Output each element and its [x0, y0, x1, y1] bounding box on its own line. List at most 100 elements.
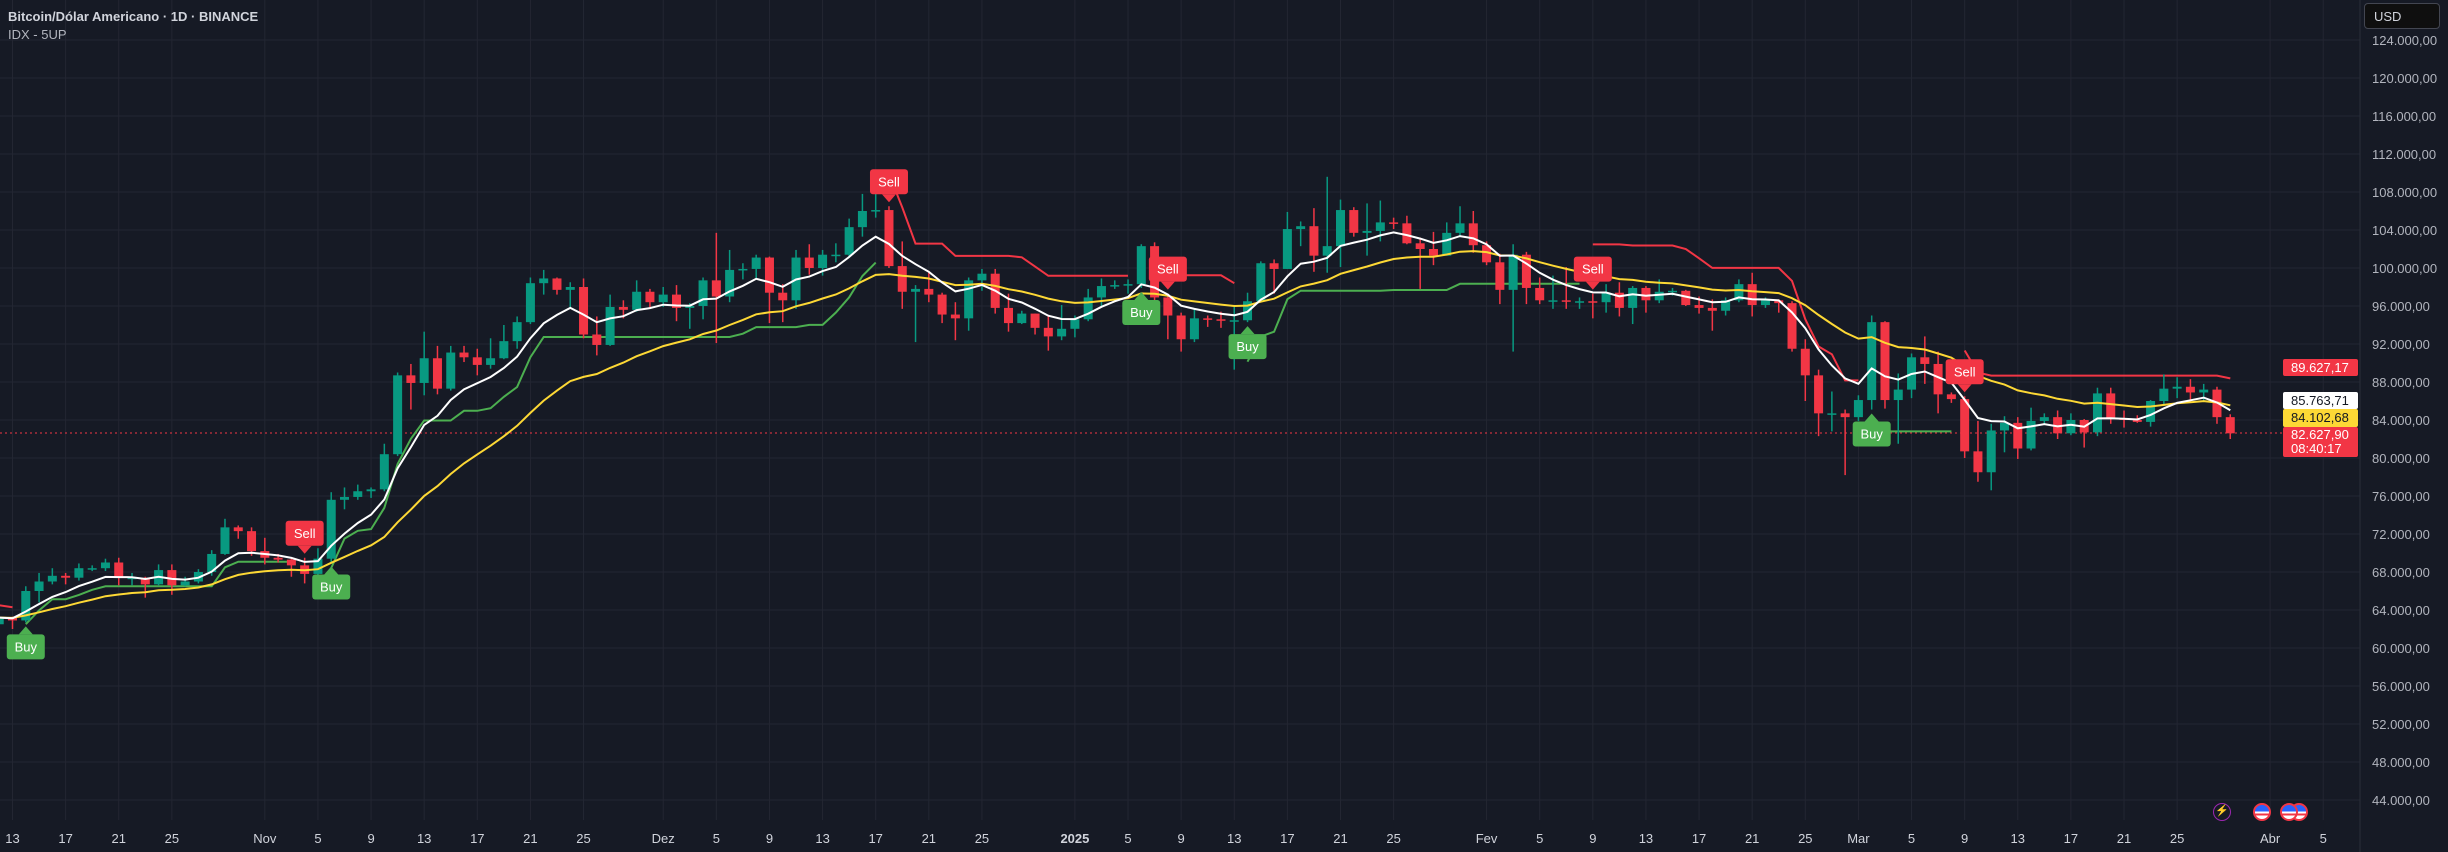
candle[interactable]	[1986, 423, 1996, 491]
candle[interactable]	[1614, 282, 1624, 317]
candle[interactable]	[1787, 301, 1797, 352]
candle[interactable]	[127, 572, 137, 586]
candle[interactable]	[685, 303, 695, 329]
candle[interactable]	[658, 287, 668, 307]
candle[interactable]	[1468, 211, 1478, 253]
candle[interactable]	[1933, 351, 1943, 414]
candle[interactable]	[645, 288, 655, 309]
candle[interactable]	[1960, 396, 1970, 458]
candle[interactable]	[34, 572, 44, 603]
candle[interactable]	[1163, 293, 1173, 340]
candle[interactable]	[1840, 409, 1850, 476]
candle[interactable]	[180, 576, 190, 587]
candle[interactable]	[419, 331, 429, 396]
candle[interactable]	[1415, 237, 1425, 289]
candle[interactable]	[2146, 400, 2156, 427]
candle[interactable]	[831, 243, 841, 263]
candle[interactable]	[366, 487, 376, 498]
currency-button[interactable]: USD	[2364, 3, 2440, 29]
candle[interactable]	[512, 316, 522, 349]
candle[interactable]	[1269, 259, 1279, 294]
candle[interactable]	[1681, 289, 1691, 306]
candle[interactable]	[552, 277, 562, 295]
candle[interactable]	[0, 616, 4, 626]
candle[interactable]	[950, 302, 960, 341]
candle[interactable]	[74, 563, 84, 581]
candle[interactable]	[884, 206, 894, 268]
candle[interactable]	[725, 249, 735, 303]
candle[interactable]	[1721, 297, 1731, 316]
candle[interactable]	[1800, 339, 1810, 401]
candle[interactable]	[233, 525, 243, 539]
candle[interactable]	[393, 372, 403, 457]
candle[interactable]	[1083, 288, 1093, 322]
candle[interactable]	[446, 345, 456, 391]
candle[interactable]	[857, 193, 867, 237]
candle[interactable]	[1017, 310, 1027, 325]
candle[interactable]	[472, 348, 482, 376]
candle[interactable]	[499, 325, 509, 360]
candle[interactable]	[1243, 292, 1253, 323]
candle[interactable]	[220, 518, 230, 555]
candle[interactable]	[2053, 410, 2063, 440]
candle[interactable]	[2092, 387, 2102, 437]
candle[interactable]	[1030, 313, 1040, 335]
candle[interactable]	[632, 280, 642, 312]
candle[interactable]	[1707, 299, 1717, 331]
candle[interactable]	[1296, 221, 1306, 247]
candle[interactable]	[486, 338, 496, 369]
candle[interactable]	[1853, 395, 1863, 421]
candle[interactable]	[1402, 215, 1412, 245]
candle[interactable]	[751, 254, 761, 280]
candle[interactable]	[579, 278, 589, 339]
candle[interactable]	[1004, 293, 1013, 332]
candle[interactable]	[432, 345, 442, 395]
candle[interactable]	[1946, 392, 1956, 403]
candle[interactable]	[114, 557, 124, 586]
candle[interactable]	[1176, 312, 1186, 352]
candle[interactable]	[326, 492, 336, 563]
candle[interactable]	[911, 285, 921, 343]
candle[interactable]	[247, 527, 257, 556]
candle[interactable]	[2026, 407, 2036, 451]
candle[interactable]	[1349, 207, 1359, 237]
candle[interactable]	[964, 277, 974, 331]
candle[interactable]	[379, 443, 389, 492]
candle[interactable]	[1136, 244, 1146, 288]
lightning-icon[interactable]: ⚡	[2213, 803, 2231, 821]
candle[interactable]	[1336, 199, 1345, 268]
candle[interactable]	[1389, 217, 1399, 230]
candle[interactable]	[313, 548, 323, 577]
candle[interactable]	[260, 537, 270, 565]
candle[interactable]	[1973, 420, 1983, 482]
candle[interactable]	[1362, 203, 1372, 256]
candle[interactable]	[1057, 305, 1067, 341]
candle[interactable]	[778, 284, 788, 323]
candle[interactable]	[87, 565, 97, 572]
candle[interactable]	[353, 484, 363, 500]
candle[interactable]	[2172, 377, 2182, 399]
candle[interactable]	[1521, 251, 1531, 305]
candle[interactable]	[1043, 315, 1053, 351]
candle[interactable]	[2039, 413, 2049, 424]
candle[interactable]	[1455, 206, 1465, 237]
candle[interactable]	[1588, 293, 1598, 319]
candle[interactable]	[2225, 414, 2235, 439]
candle[interactable]	[340, 487, 349, 510]
candle[interactable]	[47, 568, 57, 585]
candle[interactable]	[2199, 383, 2209, 402]
candle[interactable]	[804, 244, 814, 275]
candle[interactable]	[738, 263, 748, 280]
candle[interactable]	[1428, 231, 1438, 266]
candle[interactable]	[844, 218, 854, 257]
candle[interactable]	[565, 282, 575, 308]
candle[interactable]	[1535, 277, 1545, 305]
candle[interactable]	[100, 558, 110, 572]
candle[interactable]	[140, 576, 150, 598]
candle[interactable]	[1641, 286, 1651, 313]
candle[interactable]	[1814, 369, 1824, 437]
candle[interactable]	[1110, 280, 1120, 289]
candle[interactable]	[539, 269, 549, 295]
candle[interactable]	[1123, 279, 1133, 294]
